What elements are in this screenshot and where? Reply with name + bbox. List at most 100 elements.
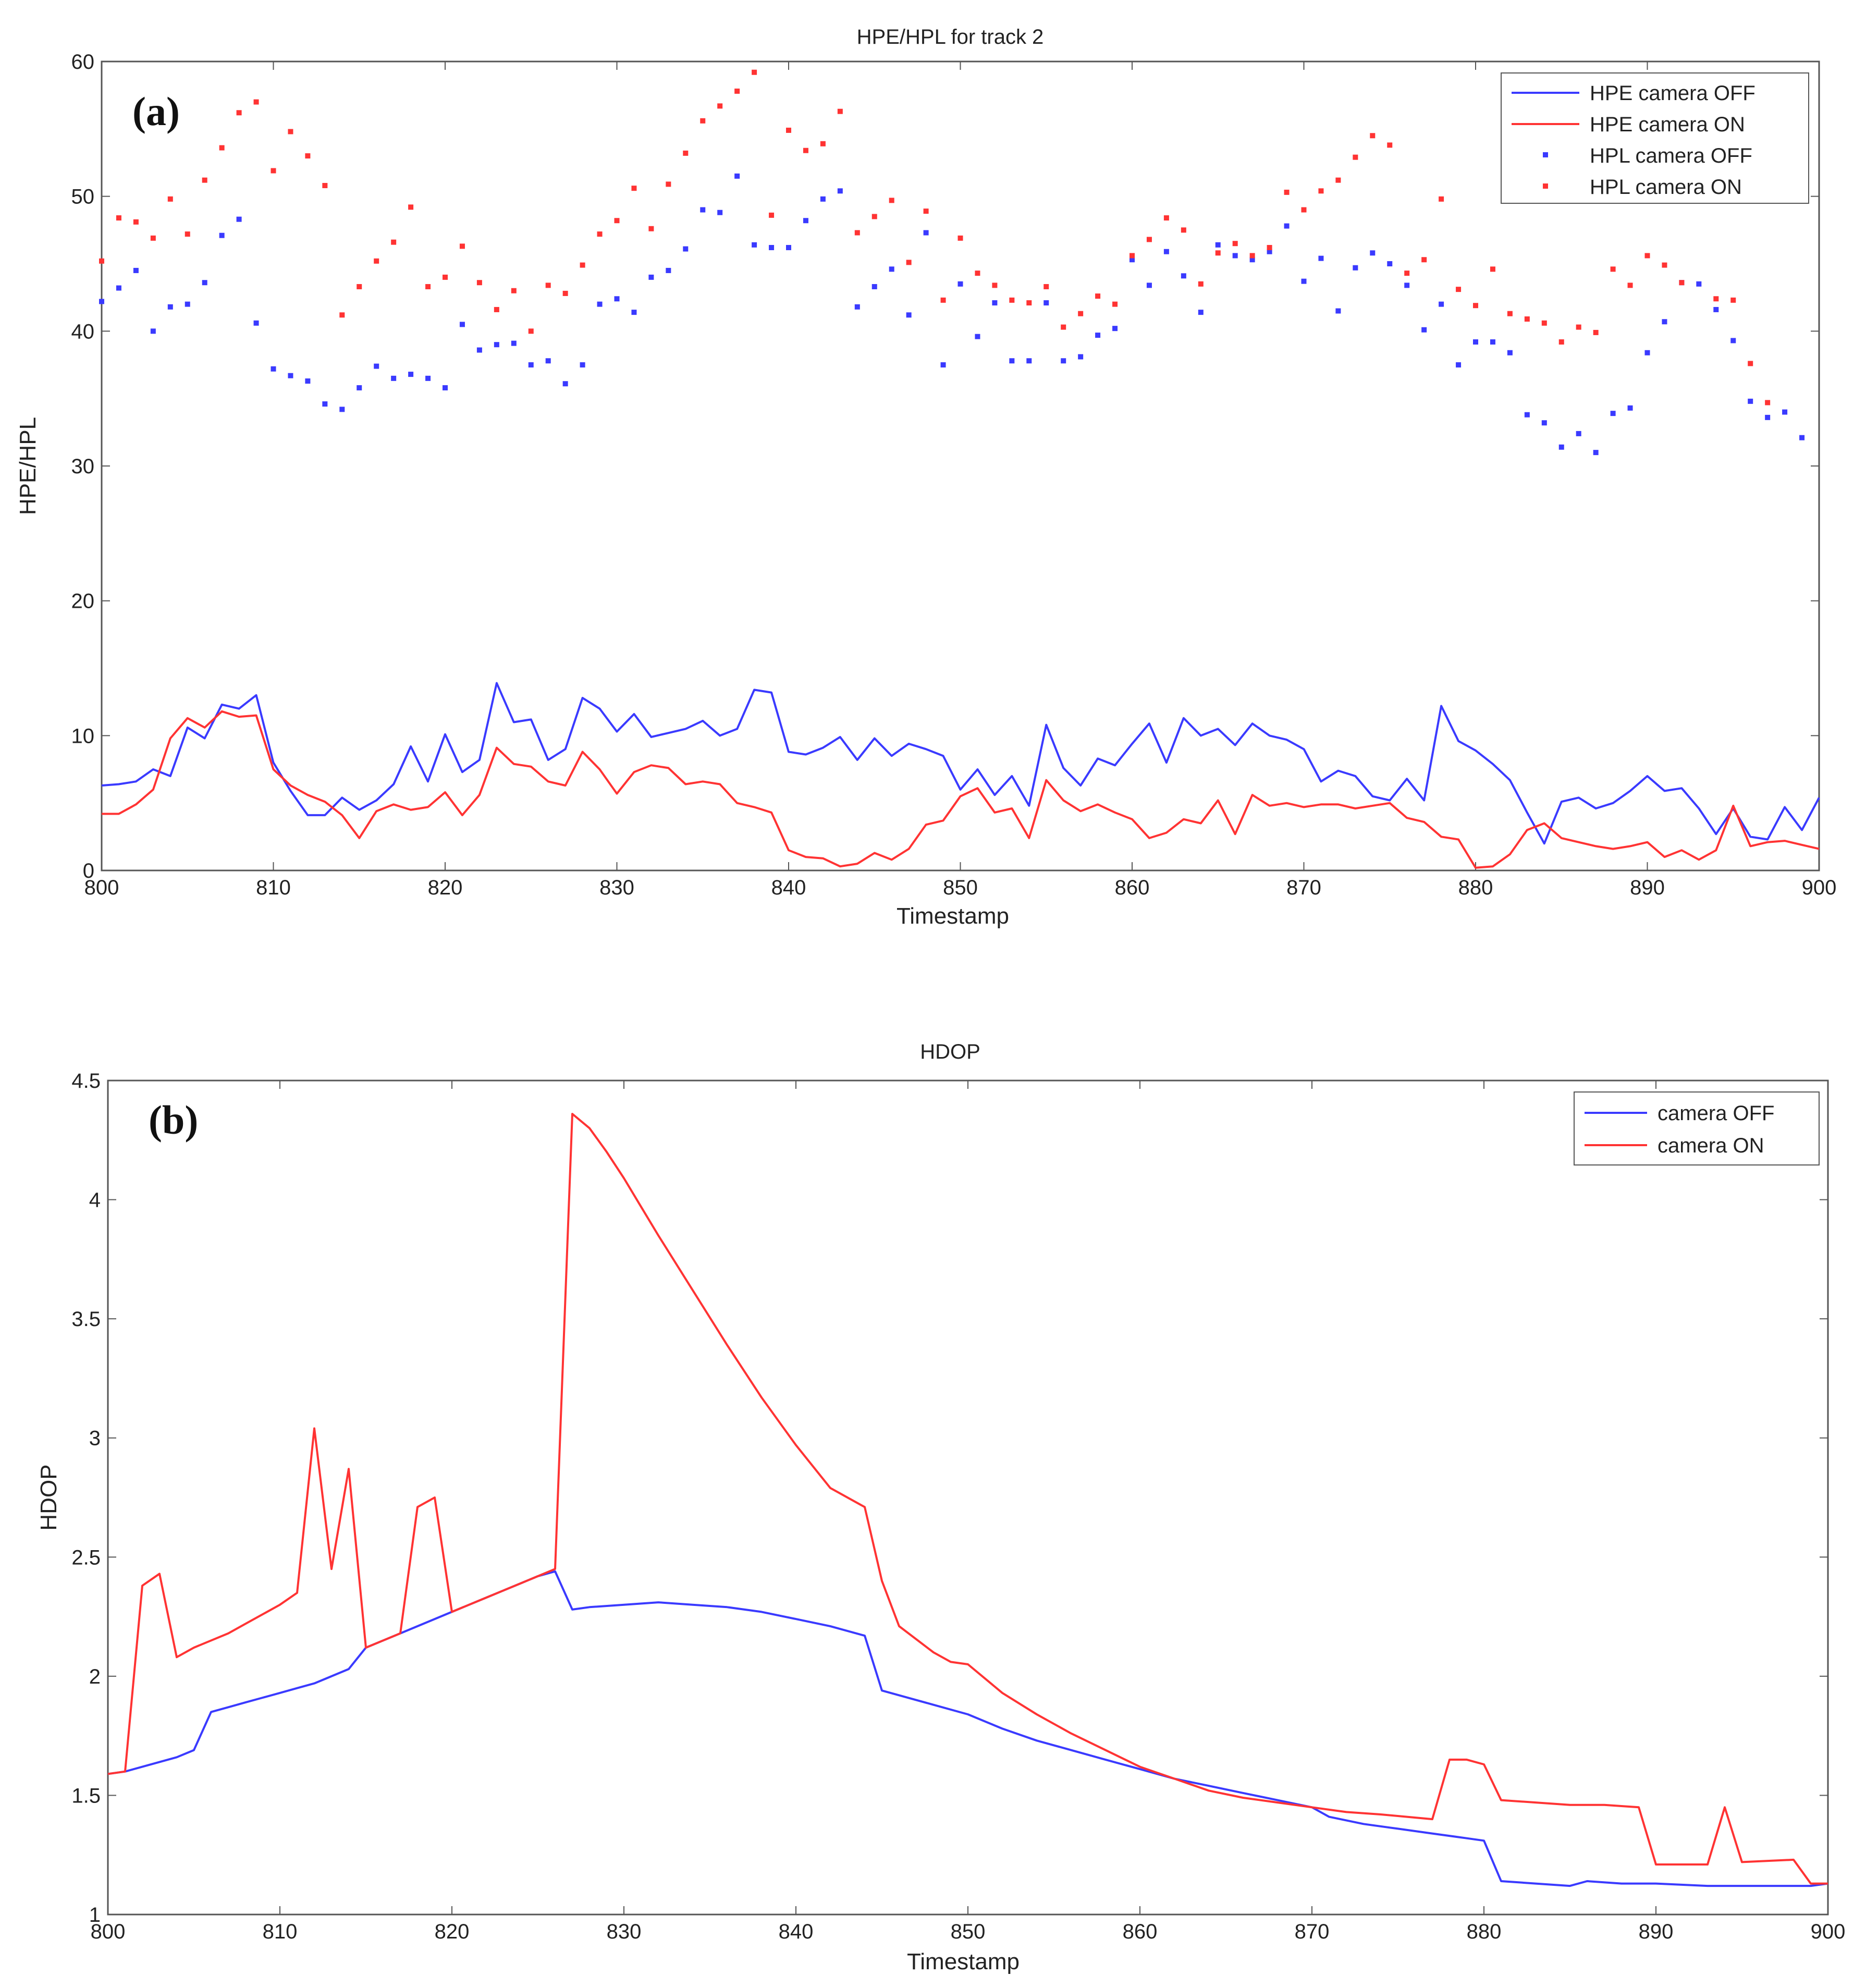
point-hpl-camera-off	[1181, 273, 1186, 279]
point-hpl-camera-on	[837, 108, 843, 114]
y-tick-label: 20	[71, 590, 95, 613]
y-tick-label: 4.5	[71, 1070, 101, 1093]
x-tick-label: 830	[599, 876, 634, 899]
point-hpl-camera-on	[511, 288, 517, 293]
point-hpl-camera-on	[1198, 281, 1204, 287]
point-hpl-camera-on	[752, 69, 757, 75]
point-hpl-camera-off	[1627, 405, 1633, 411]
point-hpl-camera-off	[1284, 223, 1290, 229]
point-hpl-camera-off	[597, 301, 603, 307]
x-tick-label: 850	[943, 876, 978, 899]
point-hpl-camera-off	[1541, 420, 1547, 426]
point-hpl-camera-off	[975, 334, 980, 339]
point-hpl-camera-on	[1215, 250, 1221, 256]
line-camera-off	[107, 1570, 1828, 1887]
point-hpl-camera-off	[374, 363, 379, 369]
point-hpl-camera-on	[185, 231, 190, 237]
point-hpl-camera-off	[545, 358, 551, 364]
point-hpl-camera-on	[992, 283, 998, 288]
point-hpl-camera-off	[1044, 300, 1049, 306]
point-hpl-camera-off	[339, 407, 345, 412]
x-tick-label: 850	[951, 1920, 986, 1943]
point-hpl-camera-on	[425, 284, 431, 289]
point-hpl-camera-on	[1593, 329, 1599, 335]
point-hpl-camera-on	[459, 243, 465, 249]
point-hpl-camera-off	[940, 362, 946, 367]
point-hpl-camera-off	[322, 401, 328, 407]
point-hpl-camera-off	[631, 310, 637, 315]
chart-a-title: HPE/HPL for track 2	[857, 26, 1044, 48]
chart-a-legend-box	[1501, 72, 1809, 204]
point-hpl-camera-on	[700, 118, 706, 124]
chart-a-panel-label: (a)	[132, 89, 180, 134]
point-hpl-camera-off	[305, 378, 311, 384]
point-hpl-camera-off	[150, 328, 156, 334]
point-hpl-camera-off	[1112, 326, 1118, 332]
y-tick-label: 2.5	[71, 1546, 101, 1569]
point-hpl-camera-off	[734, 173, 740, 179]
point-hpl-camera-off	[1662, 319, 1667, 325]
chart-a-series	[99, 69, 1820, 869]
line-camera-on	[107, 1113, 1828, 1885]
point-hpl-camera-on	[1644, 253, 1650, 259]
point-hpl-camera-off	[769, 244, 775, 250]
point-hpl-camera-off	[1335, 308, 1341, 314]
x-tick-label: 820	[428, 876, 463, 899]
point-hpl-camera-off	[459, 322, 465, 327]
point-hpl-camera-on	[1507, 311, 1513, 316]
x-tick-label: 810	[263, 1920, 298, 1943]
point-hpl-camera-on	[1061, 324, 1066, 330]
y-tick-label: 40	[71, 320, 95, 343]
chart-b-plot-area	[107, 1079, 1829, 1916]
point-hpl-camera-on	[786, 127, 791, 133]
point-hpl-camera-off	[889, 266, 894, 272]
point-hpl-camera-on	[803, 148, 808, 153]
x-tick-label: 860	[1123, 1920, 1158, 1943]
point-hpl-camera-on	[871, 214, 877, 219]
point-hpl-camera-on	[1490, 266, 1495, 272]
x-tick-label: 840	[771, 876, 806, 899]
point-hpl-camera-on	[734, 88, 740, 94]
point-hpl-camera-on	[1679, 280, 1685, 286]
point-hpl-camera-on	[580, 262, 585, 268]
point-hpl-camera-on	[116, 215, 121, 221]
point-hpl-camera-off	[1713, 306, 1719, 312]
point-hpl-camera-off	[511, 340, 517, 346]
point-hpl-camera-on	[494, 306, 499, 312]
point-hpl-camera-off	[1610, 411, 1616, 416]
point-hpl-camera-off	[666, 267, 671, 273]
x-tick-label: 900	[1802, 876, 1837, 899]
point-hpl-camera-on	[1456, 287, 1462, 292]
series-hpl-camera-off	[99, 173, 1805, 456]
point-hpl-camera-off	[1473, 339, 1478, 345]
point-hpl-camera-on	[374, 258, 379, 264]
point-hpl-camera-off	[562, 381, 568, 387]
chart-a-ylabel: HPE/HPL	[15, 417, 41, 515]
series-hpl-camera-on	[99, 69, 1771, 406]
point-hpl-camera-off	[1198, 310, 1204, 315]
point-hpl-camera-off	[1215, 242, 1221, 248]
line-hpe-camera-on	[102, 710, 1820, 869]
point-hpl-camera-off	[1576, 431, 1581, 436]
point-hpl-camera-on	[614, 218, 620, 224]
point-hpl-camera-on	[236, 110, 242, 116]
point-hpl-camera-on	[769, 212, 775, 218]
point-hpl-camera-off	[219, 232, 225, 238]
chart-b-xlabel: Timestamp	[907, 1949, 1020, 1974]
point-hpl-camera-off	[1163, 249, 1169, 254]
point-hpl-camera-off	[133, 267, 139, 273]
x-tick-label: 800	[91, 1920, 126, 1943]
point-hpl-camera-on	[99, 258, 104, 264]
point-hpl-camera-off	[116, 285, 121, 291]
point-hpl-camera-on	[1370, 133, 1376, 139]
point-hpl-camera-on	[357, 284, 362, 289]
point-hpl-camera-on	[1335, 177, 1341, 183]
point-hpl-camera-on	[1421, 257, 1427, 263]
line-hpe-camera-off	[101, 682, 1820, 845]
point-hpl-camera-on	[1078, 311, 1084, 316]
point-hpl-camera-on	[1473, 303, 1478, 309]
point-hpl-camera-on	[1576, 324, 1581, 330]
point-hpl-camera-on	[889, 198, 894, 203]
point-hpl-camera-off	[443, 385, 448, 390]
point-hpl-camera-off	[1232, 253, 1238, 259]
